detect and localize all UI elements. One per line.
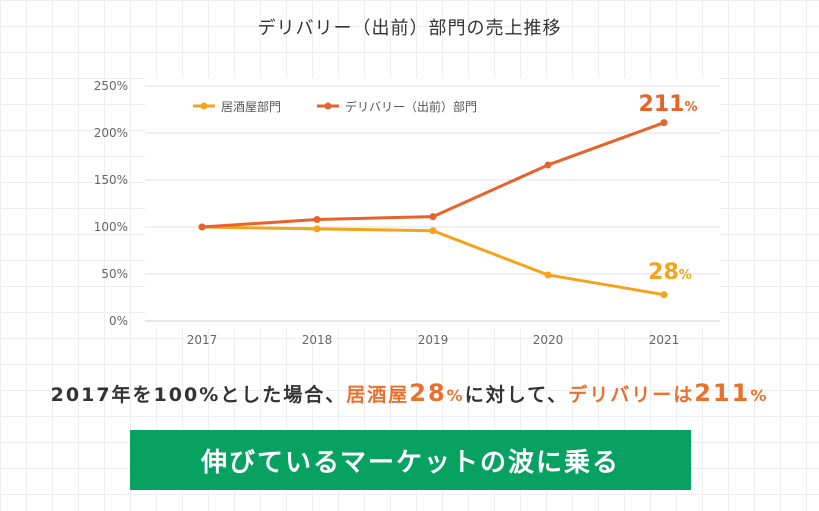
x-tick-label: 2019: [418, 333, 449, 347]
legend-label: デリバリー（出前）部門: [345, 99, 477, 114]
summary-delivery-value: 211: [694, 379, 751, 407]
x-tick-label: 2018: [302, 333, 333, 347]
ride-market-wave-button[interactable]: 伸びているマーケットの波に乗る: [130, 430, 691, 490]
data-point: [198, 223, 206, 231]
summary-percent1: %: [446, 386, 465, 405]
summary-delivery: デリバリーは: [568, 384, 695, 406]
y-tick-label: 50%: [101, 267, 128, 281]
summary-izakaya-value: 28: [409, 379, 447, 407]
data-point: [544, 161, 552, 169]
y-tick-label: 250%: [94, 79, 128, 93]
data-point: [313, 225, 321, 233]
y-tick-label: 0%: [109, 314, 128, 328]
summary-part1: 2017年を100%とした場合、: [50, 384, 347, 406]
summary-percent2: %: [750, 386, 769, 405]
data-point: [313, 215, 321, 223]
line-chart: 0% 50% 100% 150% 200% 250% 2017 2018 2019 2020 202…: [94, 78, 720, 347]
data-point: [544, 271, 552, 279]
x-tick-label: 2020: [533, 333, 564, 347]
legend-marker: [200, 102, 208, 110]
data-point: [429, 213, 437, 221]
summary-izakaya: 居酒屋: [346, 384, 410, 406]
data-point: [660, 119, 668, 127]
plot-area: [145, 78, 720, 329]
x-tick-label: 2021: [649, 333, 680, 347]
summary-text: 2017年を100%とした場合、居酒屋28%に対して、デリバリーは211%: [0, 379, 819, 407]
legend-label: 居酒屋部門: [221, 99, 281, 114]
y-tick-label: 150%: [94, 173, 128, 187]
legend-marker: [324, 102, 332, 110]
chart-title: デリバリー（出前）部門の売上推移: [257, 18, 562, 39]
data-point: [429, 227, 437, 235]
data-point: [660, 291, 668, 299]
y-tick-label: 100%: [94, 220, 128, 234]
y-tick-label: 200%: [94, 126, 128, 140]
x-tick-label: 2017: [187, 333, 218, 347]
summary-part2: に対して、: [464, 384, 569, 406]
